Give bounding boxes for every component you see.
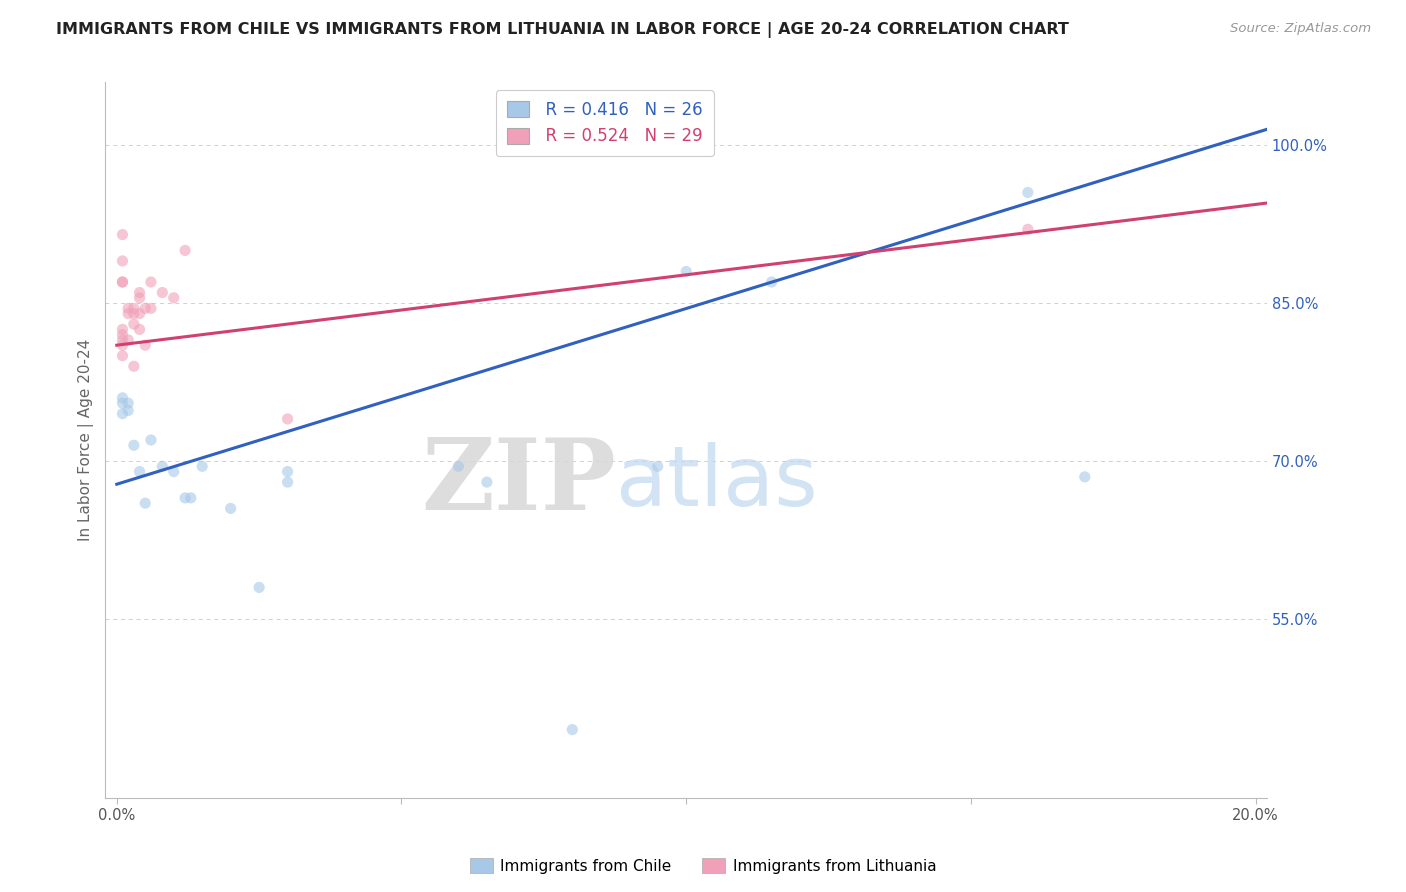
Point: [1017, 186, 1039, 200]
Point: [134, 496, 156, 510]
Point: [122, 359, 145, 374]
Point: [111, 275, 134, 289]
Point: [174, 491, 197, 505]
Legend: Immigrants from Chile, Immigrants from Lithuania: Immigrants from Chile, Immigrants from L…: [464, 852, 942, 880]
Point: [139, 301, 162, 316]
Point: [219, 501, 242, 516]
Point: [1017, 222, 1039, 236]
Point: [180, 491, 202, 505]
Point: [139, 433, 162, 447]
Text: ZIP: ZIP: [422, 434, 616, 532]
Point: [117, 396, 139, 410]
Point: [134, 301, 156, 316]
Point: [122, 307, 145, 321]
Point: [117, 403, 139, 417]
Point: [117, 301, 139, 316]
Point: [111, 333, 134, 347]
Point: [163, 465, 186, 479]
Point: [128, 465, 150, 479]
Point: [675, 264, 697, 278]
Point: [111, 322, 134, 336]
Point: [447, 459, 470, 474]
Point: [247, 581, 270, 595]
Point: [761, 275, 783, 289]
Point: [111, 275, 134, 289]
Point: [122, 301, 145, 316]
Point: [111, 391, 134, 405]
Point: [139, 275, 162, 289]
Point: [111, 349, 134, 363]
Point: [128, 291, 150, 305]
Point: [163, 291, 186, 305]
Point: [111, 338, 134, 352]
Text: atlas: atlas: [616, 442, 818, 524]
Point: [150, 285, 173, 300]
Point: [647, 459, 669, 474]
Point: [117, 333, 139, 347]
Y-axis label: In Labor Force | Age 20-24: In Labor Force | Age 20-24: [79, 339, 94, 541]
Point: [122, 438, 145, 452]
Point: [111, 396, 134, 410]
Text: IMMIGRANTS FROM CHILE VS IMMIGRANTS FROM LITHUANIA IN LABOR FORCE | AGE 20-24 CO: IMMIGRANTS FROM CHILE VS IMMIGRANTS FROM…: [56, 22, 1069, 38]
Point: [475, 475, 498, 489]
Legend:   R = 0.416   N = 26,   R = 0.524   N = 29: R = 0.416 N = 26, R = 0.524 N = 29: [496, 90, 714, 156]
Point: [128, 322, 150, 336]
Point: [128, 285, 150, 300]
Point: [111, 407, 134, 421]
Text: Source: ZipAtlas.com: Source: ZipAtlas.com: [1230, 22, 1371, 36]
Point: [277, 475, 299, 489]
Point: [111, 227, 134, 242]
Point: [117, 307, 139, 321]
Point: [128, 307, 150, 321]
Point: [277, 465, 299, 479]
Point: [1074, 470, 1097, 484]
Point: [111, 327, 134, 342]
Point: [561, 723, 583, 737]
Point: [111, 254, 134, 268]
Point: [277, 412, 299, 426]
Point: [122, 317, 145, 331]
Point: [150, 459, 173, 474]
Point: [174, 244, 197, 258]
Point: [134, 338, 156, 352]
Point: [191, 459, 214, 474]
